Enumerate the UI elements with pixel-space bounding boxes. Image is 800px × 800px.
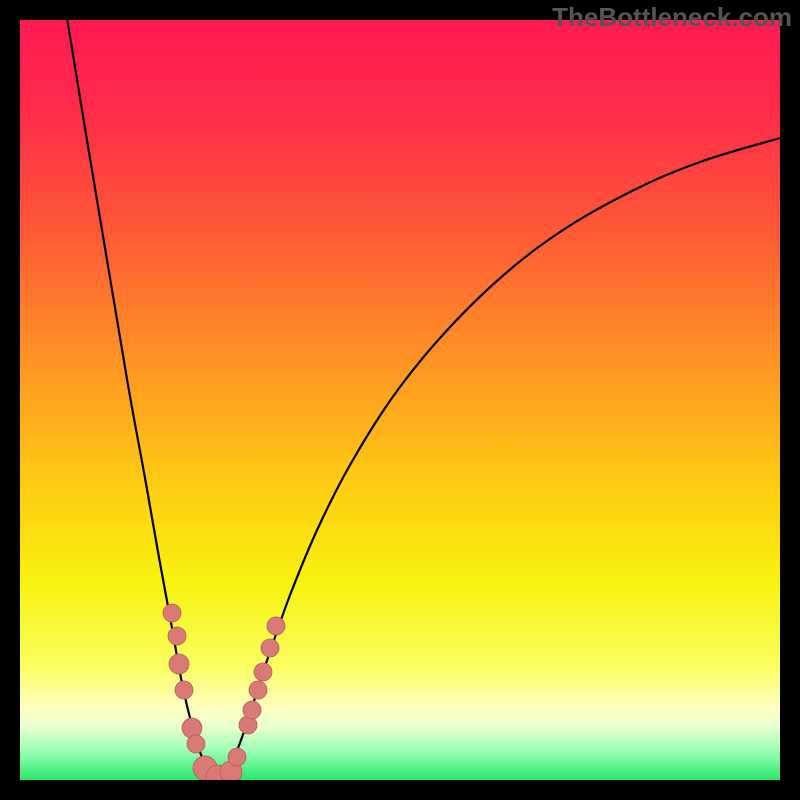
chart-svg bbox=[0, 0, 800, 800]
bottleneck-chart: TheBottleneck.com bbox=[0, 0, 800, 800]
data-marker bbox=[168, 627, 186, 645]
data-marker bbox=[249, 681, 267, 699]
watermark-text: TheBottleneck.com bbox=[552, 2, 792, 33]
data-marker bbox=[243, 701, 261, 719]
gradient-background bbox=[20, 20, 780, 780]
data-marker bbox=[187, 735, 205, 753]
data-marker bbox=[254, 663, 272, 681]
data-marker bbox=[228, 748, 246, 766]
data-marker bbox=[267, 617, 285, 635]
data-marker bbox=[261, 639, 279, 657]
data-marker bbox=[182, 718, 202, 738]
data-marker bbox=[169, 654, 189, 674]
data-marker bbox=[163, 604, 181, 622]
data-marker bbox=[175, 681, 193, 699]
